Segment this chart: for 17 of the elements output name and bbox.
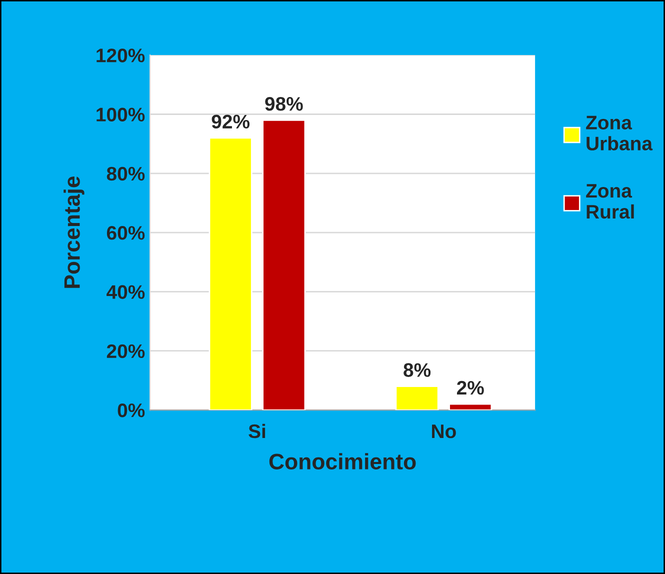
y-tick-label: 60%	[106, 226, 145, 240]
data-label: 8%	[404, 363, 431, 377]
y-tick-label: 40%	[106, 285, 145, 299]
data-label: 92%	[212, 114, 250, 129]
x-tick-label: Si	[248, 424, 266, 438]
y-axis-title: Porcentaje	[64, 176, 84, 288]
y-tick-label: 100%	[96, 108, 145, 122]
y-tick-label: 120%	[96, 48, 145, 62]
data-label: 98%	[265, 97, 303, 111]
data-label: 2%	[456, 380, 484, 395]
legend-label: Zona Rural	[586, 184, 634, 219]
y-tick-label: 0%	[118, 403, 145, 418]
y-tick-label: 80%	[106, 166, 145, 181]
legend-label: Zona Urbana	[586, 116, 653, 150]
x-axis-title: Conocimiento	[269, 453, 416, 470]
x-tick-label: No	[432, 424, 456, 438]
y-tick-label: 20%	[106, 344, 145, 358]
